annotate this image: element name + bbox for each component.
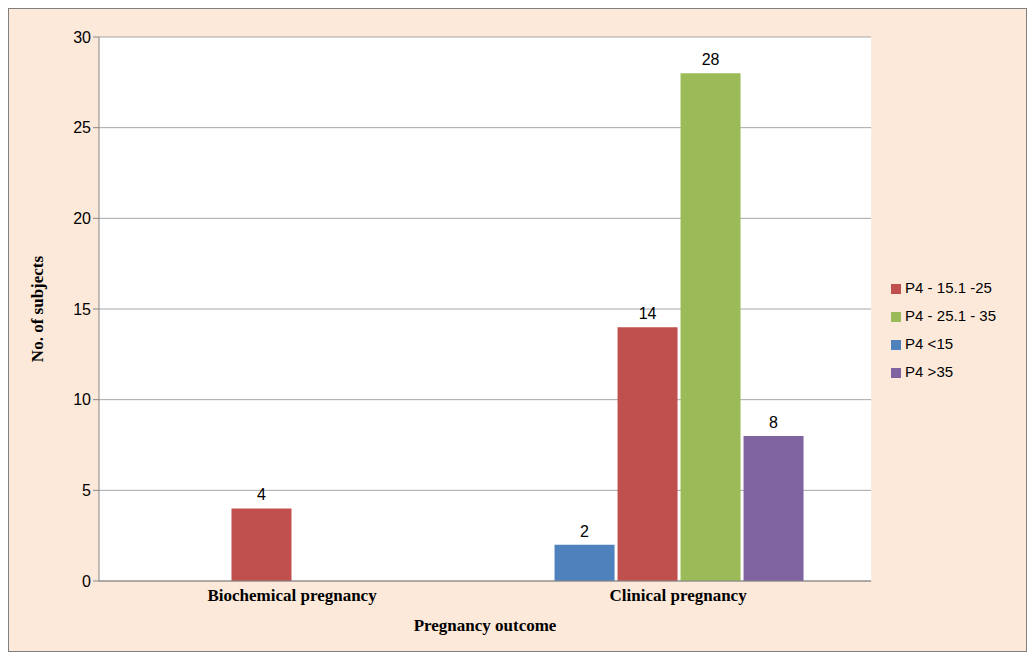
svg-text:Biochemical pregnancy: Biochemical pregnancy bbox=[207, 586, 377, 605]
svg-text:25: 25 bbox=[73, 119, 91, 136]
svg-text:4: 4 bbox=[257, 486, 266, 503]
html-text:P4 >35: P4 >35 bbox=[905, 363, 954, 380]
svg-text:30: 30 bbox=[73, 29, 91, 46]
svg-text:No. of subjects: No. of subjects bbox=[28, 255, 47, 362]
svg-text:14: 14 bbox=[639, 305, 657, 322]
svg-text:20: 20 bbox=[73, 210, 91, 227]
svg-text:Pregnancy outcome: Pregnancy outcome bbox=[414, 616, 557, 635]
html-text:P4 - 25.1 - 35: P4 - 25.1 - 35 bbox=[905, 307, 996, 324]
svg-text:5: 5 bbox=[82, 482, 91, 499]
svg-text:28: 28 bbox=[702, 51, 720, 68]
svg-text:8: 8 bbox=[769, 414, 778, 431]
svg-text:Clinical pregnancy: Clinical pregnancy bbox=[610, 586, 748, 605]
html-text:P4 - 15.1 -25: P4 - 15.1 -25 bbox=[905, 279, 992, 296]
html-text:P4 <15: P4 <15 bbox=[905, 335, 954, 352]
svg-text:15: 15 bbox=[73, 301, 91, 318]
svg-text:10: 10 bbox=[73, 391, 91, 408]
svg-text:0: 0 bbox=[82, 573, 91, 590]
svg-text:2: 2 bbox=[580, 523, 589, 540]
